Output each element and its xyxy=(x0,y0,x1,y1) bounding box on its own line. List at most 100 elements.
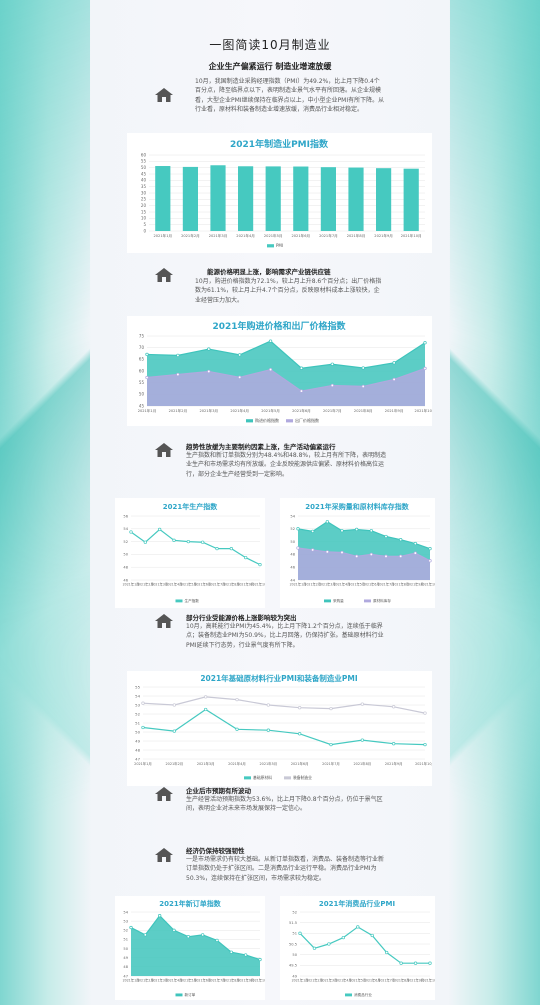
production-chart-panel: 2021年生产指数 46 48 50 52 54 56 2021年1月 2021年2月 2021… xyxy=(115,498,269,608)
series-line xyxy=(142,696,426,714)
y-tick-label: 52 xyxy=(290,527,295,531)
data-point xyxy=(355,527,359,532)
data-point xyxy=(392,361,396,365)
data-point xyxy=(330,362,334,366)
x-tick-label: 2021年7月 xyxy=(209,978,226,983)
legend-swatch xyxy=(345,993,352,997)
x-tick-label: 2021年9月 xyxy=(407,582,424,587)
x-tick-label: 2021年3月 xyxy=(151,582,168,587)
x-tick-label: 2021年2月 xyxy=(137,978,154,983)
data-point xyxy=(158,527,162,532)
legend-swatch xyxy=(244,776,251,780)
data-point xyxy=(329,742,333,747)
x-tick-label: 2021年9月 xyxy=(385,761,403,766)
legend-swatch xyxy=(246,419,253,423)
data-point xyxy=(413,961,418,965)
data-point xyxy=(207,347,211,351)
sector-chart: 2021年基础原材料行业PMI和装备制造业PMI 47 48 49 50 51 52 53 5… xyxy=(134,673,435,780)
y-tick-label: 54 xyxy=(290,514,295,518)
y-tick-label: 65 xyxy=(139,357,145,362)
data-point xyxy=(258,562,262,567)
data-point xyxy=(361,384,365,389)
data-point xyxy=(311,529,315,534)
data-point xyxy=(238,353,242,357)
x-tick-label: 2021年5月 xyxy=(264,233,283,238)
data-point xyxy=(428,961,432,965)
data-point xyxy=(158,914,162,918)
data-point xyxy=(385,950,389,955)
y-tick-label: 50 xyxy=(135,729,140,734)
y-tick-label: 35 xyxy=(141,184,147,189)
bar xyxy=(320,167,336,231)
x-tick-label: 2021年10月 xyxy=(421,582,435,587)
data-point xyxy=(204,695,208,699)
orders-chart: 2021年新订单指数 47 48 49 50 51 52 53 54 2021年1月2021年2… xyxy=(123,899,270,997)
data-point xyxy=(244,953,248,957)
y-tick-label: 40 xyxy=(141,178,147,183)
x-tick-label: 2021年4月 xyxy=(166,582,183,587)
x-tick-label: 2021年8月 xyxy=(223,582,240,587)
home-icon xyxy=(155,443,173,457)
data-point xyxy=(392,742,396,746)
series-line xyxy=(297,547,431,562)
data-point xyxy=(229,546,233,551)
x-tick-label: 2021年7月 xyxy=(209,582,226,587)
x-tick-label: 2021年7月 xyxy=(319,233,338,238)
x-tick-label: 2021年7月 xyxy=(323,408,342,413)
legend-label: PMI xyxy=(276,243,283,248)
series-area xyxy=(147,368,425,406)
x-tick-label: 2021年1月 xyxy=(134,761,152,766)
legend-swatch xyxy=(175,993,183,997)
y-tick-label: 49 xyxy=(135,738,140,743)
data-point xyxy=(266,728,270,732)
y-tick-label: 53 xyxy=(123,919,128,923)
bar xyxy=(182,166,198,231)
x-tick-label: 2021年8月 xyxy=(354,761,372,766)
y-tick-label: 48 xyxy=(123,965,128,969)
legend-label: 采购量 xyxy=(333,598,344,603)
data-point xyxy=(399,961,403,965)
data-point xyxy=(423,711,427,715)
x-tick-label: 2021年6月 xyxy=(194,582,211,587)
x-tick-label: 2021年5月 xyxy=(261,408,280,413)
data-point xyxy=(413,551,417,555)
y-tick-label: 52 xyxy=(135,711,140,716)
y-tick-label: 52 xyxy=(292,910,297,914)
x-tick-label: 2021年1月 xyxy=(123,978,140,983)
series-area xyxy=(131,915,260,976)
x-tick-label: 2021年2月 xyxy=(166,761,184,766)
y-tick-label: 48 xyxy=(123,565,128,569)
y-tick-label: 52 xyxy=(123,540,128,544)
legend-label: 装备制造业 xyxy=(293,775,312,780)
x-tick-label: 2021年2月 xyxy=(306,978,323,983)
data-point xyxy=(399,538,403,542)
data-point xyxy=(423,341,427,345)
data-point xyxy=(361,366,365,370)
y-tick-label: 48 xyxy=(135,747,140,752)
data-point xyxy=(258,957,262,962)
x-tick-label: 2021年9月 xyxy=(237,582,254,587)
x-tick-label: 2021年1月 xyxy=(138,408,157,413)
y-tick-label: 55 xyxy=(141,159,147,164)
pmi-chart-panel: 2021年制造业PMI指数 0 5 10 15 20 25 30 35 40 45 50 55 60 20… xyxy=(127,133,432,253)
data-point xyxy=(329,706,333,711)
data-point xyxy=(296,546,300,550)
section-1-heading: 企业生产偏紧运行 制造业增速放缓 xyxy=(208,62,332,71)
x-tick-label: 2021年4月 xyxy=(334,582,351,587)
data-point xyxy=(266,703,270,707)
price-chart-title: 2021年购进价格和出厂价格指数 xyxy=(212,320,346,332)
data-point xyxy=(172,729,176,733)
x-tick-label: 2021年10月 xyxy=(415,408,432,413)
orders-chart-panel: 2021年新订单指数 47 48 49 50 51 52 53 54 2021年1月 2021年2… xyxy=(115,896,270,1000)
y-tick-label: 60 xyxy=(141,152,147,157)
data-point xyxy=(355,554,359,558)
data-point xyxy=(370,933,374,938)
data-point xyxy=(145,375,149,380)
x-tick-label: 2021年3月 xyxy=(151,978,168,983)
data-point xyxy=(244,555,248,560)
x-tick-label: 2021年5月 xyxy=(349,978,366,983)
data-point xyxy=(423,742,427,747)
y-tick-label: 50 xyxy=(123,947,128,951)
series-area xyxy=(298,548,430,580)
